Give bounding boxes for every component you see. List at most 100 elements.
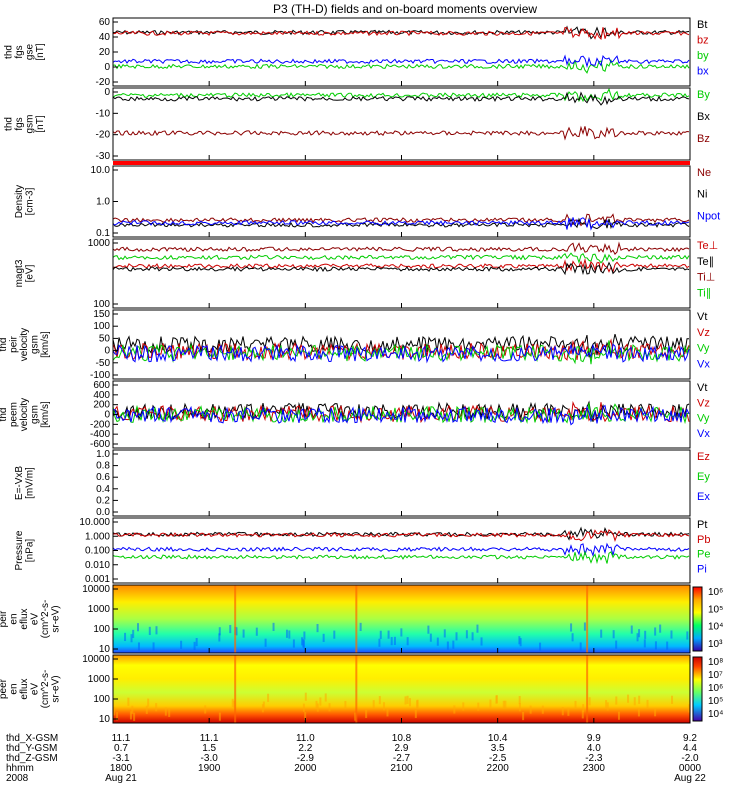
ephemeris-value: 9.2 — [683, 733, 697, 744]
y-tick-label: 0.2 — [96, 495, 110, 506]
spectrogram-streak — [606, 702, 609, 711]
y-label-line: [cm-3] — [24, 187, 35, 215]
y-label-line: gsm — [30, 335, 41, 354]
spectrogram-streak — [155, 626, 158, 635]
legend-Vz: Vz — [697, 397, 710, 409]
spectrogram-streak — [406, 695, 409, 704]
spectrogram-streak — [218, 627, 221, 636]
legend-bx: bx — [697, 66, 709, 78]
spectrogram-streak — [518, 703, 521, 712]
spectrogram-event — [234, 655, 237, 723]
legend-Ni: Ni — [697, 189, 707, 201]
spectrogram-streak — [113, 707, 116, 716]
y-label-line: [nPa] — [24, 539, 35, 563]
series-Vx — [112, 404, 690, 426]
spectrogram-streak — [581, 710, 584, 719]
spectrogram-streak — [406, 637, 409, 646]
ephemeris-row-label: thd_Y-GSM — [6, 743, 57, 754]
ephemeris-value: 10.4 — [488, 733, 508, 744]
spectrogram-streak — [416, 700, 419, 709]
colorbar-label: 10⁷ — [708, 670, 723, 681]
spectrogram-event — [234, 585, 237, 653]
ephemeris-value: 3.5 — [491, 743, 505, 754]
series-Bt — [112, 25, 690, 40]
spectrogram-streak — [168, 708, 171, 717]
legend-Vz: Vz — [697, 327, 710, 339]
spectrogram-event — [355, 585, 358, 653]
spectrogram-streak — [583, 622, 586, 631]
ephemeris-value: -2.3 — [585, 753, 603, 764]
legend-by: by — [697, 50, 709, 62]
y-label-line: sr-eV) — [51, 675, 62, 702]
y-tick-label: 0 — [104, 87, 110, 98]
y-label-line: thd — [3, 45, 14, 59]
ephemeris-value: 2100 — [390, 763, 413, 774]
y-label-line: [km/s] — [40, 401, 51, 428]
ephemeris-value: -2.5 — [489, 753, 507, 764]
y-axis-label: thd peem velocity gsm [km/s] — [0, 398, 51, 431]
y-label-line: velocity — [19, 328, 30, 361]
spectrogram-streak — [255, 627, 258, 636]
series-Ni — [112, 217, 690, 230]
spectrogram-streak — [303, 631, 306, 640]
y-label-line: [nT] — [35, 115, 46, 132]
legend-Pi: Pi — [697, 563, 707, 575]
y-tick-label: 0.4 — [96, 484, 110, 495]
y-tick-label: 1.0 — [96, 197, 110, 208]
colorbar — [692, 586, 703, 652]
y-label-line: (cm^2-s- — [40, 670, 51, 709]
y-label-line: sr-eV) — [51, 605, 62, 632]
spectrogram-streak — [193, 641, 196, 651]
y-label-line: peem — [9, 402, 20, 427]
ephemeris-value: 9.9 — [587, 733, 601, 744]
y-tick-label: 10000 — [82, 654, 110, 665]
y-label-line: E=-VxB — [14, 466, 25, 501]
y-tick-label: -30 — [96, 151, 111, 162]
spectrogram-streak — [164, 707, 167, 716]
legend-Bx: Bx — [697, 111, 710, 123]
ephemeris-value: 2200 — [487, 763, 510, 774]
spectrogram-streak — [218, 712, 221, 721]
spectrogram-streak — [612, 630, 615, 639]
ephemeris-value: 0.7 — [114, 743, 128, 754]
y-label-line: fgs — [14, 117, 25, 130]
spectrogram-streak — [480, 637, 483, 646]
legend-Pt: Pt — [697, 519, 707, 531]
spectrogram-streak — [476, 624, 479, 633]
y-tick-label: 20 — [99, 47, 111, 58]
spectrogram-streak — [518, 695, 521, 705]
spectrogram-streak — [588, 697, 591, 706]
series-by — [112, 59, 690, 74]
y-label-line: Density — [14, 185, 25, 218]
spectrogram-streak — [232, 700, 235, 709]
y-label-line: (cm^2-s- — [40, 600, 51, 639]
spectrogram-streak — [136, 623, 139, 632]
ephemeris-value: 1800 — [110, 763, 133, 774]
y-tick-label: 1.000 — [85, 531, 110, 542]
y-tick-label: 100 — [93, 299, 110, 310]
ephemeris-value: 10.8 — [392, 733, 412, 744]
panel-density: 10.0 1.0 0.1 Density [cm-3] Ne Ni Npot — [14, 165, 721, 239]
y-label-line: en — [9, 613, 20, 624]
y-tick-label: 100 — [93, 624, 110, 635]
ephemeris-value: 1.5 — [202, 743, 216, 754]
panel-peer_spectrogram: 10⁸ 10⁷ 10⁶ 10⁵ 10⁴ 10000 1000 100 10 thdpeerenef… — [0, 654, 723, 725]
ephemeris-value: 2300 — [583, 763, 606, 774]
spectrogram-streak — [378, 638, 381, 647]
spectrogram-streak — [670, 630, 673, 639]
spectrogram-streak — [316, 624, 319, 633]
y-label-line: peer — [0, 678, 9, 699]
spectrogram-streak — [130, 634, 133, 643]
spectrogram-streak — [127, 697, 130, 706]
spectrogram-streak — [262, 701, 265, 710]
spectrogram-streak — [302, 640, 305, 649]
series-By — [112, 88, 690, 103]
y-tick-label: 600 — [93, 380, 110, 391]
y-tick-label: 0.001 — [85, 574, 110, 585]
y-label-line: Pressure — [14, 530, 25, 570]
y-label-line: peir — [9, 335, 20, 352]
ephemeris-value: 11.1 — [200, 733, 219, 744]
series-Bx — [112, 91, 690, 106]
y-label-line: thd — [0, 408, 9, 422]
y-tick-label: -20 — [96, 130, 111, 141]
